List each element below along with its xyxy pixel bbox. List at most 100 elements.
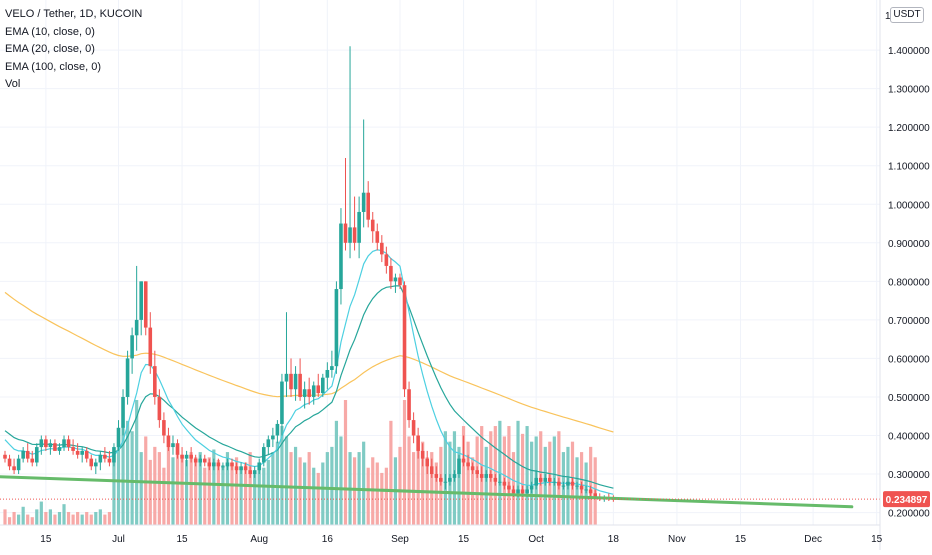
price-axis-bg bbox=[880, 0, 932, 550]
volume-bar bbox=[471, 457, 475, 525]
candle-body bbox=[375, 231, 380, 243]
candle-body bbox=[34, 447, 39, 463]
x-tick-label: 15 bbox=[871, 534, 883, 545]
candle-body bbox=[234, 466, 239, 471]
volume-bar bbox=[421, 441, 425, 525]
volume-bar bbox=[107, 511, 112, 525]
candle-body bbox=[184, 454, 189, 459]
legend-ema20[interactable]: EMA (20, close, 0) bbox=[5, 43, 95, 55]
volume-bar bbox=[275, 441, 279, 525]
volume-bar bbox=[80, 514, 84, 525]
volume-bar bbox=[171, 457, 175, 525]
volume-bar bbox=[343, 400, 348, 525]
volume-bar bbox=[280, 426, 284, 525]
volume-bar bbox=[17, 514, 21, 525]
volume-bar bbox=[407, 436, 411, 525]
candle-body bbox=[425, 458, 430, 467]
y-tick-label: 1.000000 bbox=[888, 200, 930, 211]
candle-body bbox=[316, 385, 321, 394]
volume-bar bbox=[221, 465, 225, 525]
candle-body bbox=[470, 466, 475, 471]
candle-body bbox=[452, 474, 457, 478]
candle-body bbox=[538, 477, 543, 482]
x-tick-label: Jul bbox=[112, 534, 125, 545]
volume-bar bbox=[44, 511, 48, 525]
candle-body bbox=[448, 477, 452, 482]
y-tick-label: 1.100000 bbox=[888, 162, 930, 173]
x-tick-label: 15 bbox=[735, 534, 747, 545]
candle-body bbox=[266, 439, 271, 448]
candle-body bbox=[16, 458, 21, 471]
candle-body bbox=[193, 458, 198, 463]
volume-bar bbox=[7, 517, 12, 525]
candle-body bbox=[3, 454, 7, 459]
y-tick-label: 1.300000 bbox=[888, 85, 930, 96]
candle-body bbox=[53, 443, 57, 451]
volume-bar bbox=[439, 446, 443, 525]
candle-body bbox=[575, 485, 579, 487]
legend-ema100[interactable]: EMA (100, close, 0) bbox=[5, 60, 101, 73]
legend-symbol[interactable]: VELO / Tether, 1D, KUCOIN bbox=[5, 8, 143, 20]
candle-body bbox=[561, 485, 566, 487]
candle-body bbox=[62, 439, 66, 448]
candle-body bbox=[511, 489, 516, 494]
candle-body bbox=[125, 358, 130, 397]
volume-bar bbox=[284, 436, 289, 525]
legend-volume[interactable]: Vol bbox=[5, 78, 21, 90]
volume-bar bbox=[212, 449, 216, 525]
volume-bar bbox=[520, 433, 525, 525]
volume-bar bbox=[416, 446, 420, 525]
volume-bar bbox=[207, 457, 211, 525]
x-tick-label: 15 bbox=[458, 534, 470, 545]
y-tick-label: 0.600000 bbox=[888, 354, 930, 365]
volume-bar bbox=[484, 446, 488, 525]
candle-body bbox=[171, 443, 175, 448]
candle-body bbox=[84, 450, 89, 459]
candle-body bbox=[30, 458, 35, 463]
volume-bar bbox=[203, 467, 207, 525]
volume-bar bbox=[244, 462, 248, 525]
candle-body bbox=[325, 369, 330, 378]
candle-body bbox=[275, 423, 280, 436]
ema100-line bbox=[4, 291, 614, 433]
volume-bar bbox=[189, 452, 193, 525]
volume-bar bbox=[516, 420, 520, 525]
x-tick-label: Oct bbox=[528, 534, 544, 545]
volume-bar bbox=[180, 454, 184, 525]
x-tick-label: 15 bbox=[176, 534, 188, 545]
candle-body bbox=[352, 227, 357, 243]
candle-body bbox=[416, 435, 420, 451]
volume-bar bbox=[3, 509, 7, 525]
candle-body bbox=[570, 481, 575, 486]
currency-selector[interactable]: USDT bbox=[890, 7, 924, 23]
volume-bar bbox=[271, 452, 275, 525]
volume-bar bbox=[116, 446, 121, 525]
candle-body bbox=[189, 454, 193, 459]
volume-bar bbox=[76, 511, 80, 525]
x-tick-label: Aug bbox=[250, 534, 268, 545]
volume-bar bbox=[121, 426, 125, 525]
volume-bar bbox=[321, 462, 325, 525]
x-tick-label: 15 bbox=[40, 534, 52, 545]
candle-body bbox=[75, 450, 80, 455]
candle-body bbox=[429, 466, 434, 475]
volume-bar bbox=[234, 457, 239, 525]
volume-bar bbox=[175, 444, 180, 525]
legend-ema10[interactable]: EMA (10, close, 0) bbox=[5, 25, 95, 38]
volume-bar bbox=[225, 452, 230, 525]
volume-bar bbox=[461, 426, 466, 525]
candle-body bbox=[552, 481, 557, 483]
candle-body bbox=[366, 192, 370, 220]
candle-body bbox=[384, 254, 389, 266]
candle-body bbox=[507, 485, 511, 490]
volume-bar bbox=[148, 459, 152, 525]
candle-body bbox=[89, 458, 94, 467]
candle-body bbox=[230, 462, 234, 467]
candle-body bbox=[543, 477, 548, 482]
volume-bar bbox=[262, 467, 266, 525]
candle-body bbox=[548, 477, 552, 482]
candle-body bbox=[334, 289, 339, 367]
y-tick-label: 0.200000 bbox=[888, 509, 930, 520]
